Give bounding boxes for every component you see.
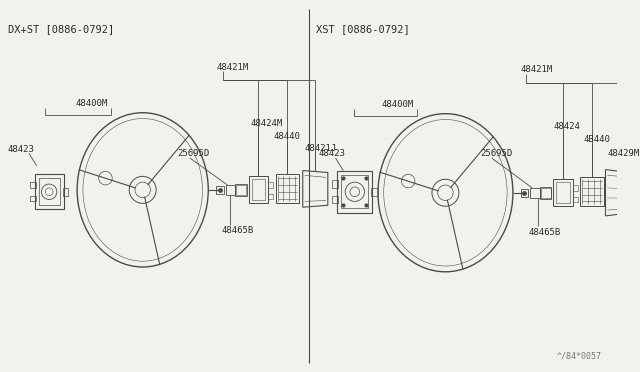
Text: 48421J: 48421J: [305, 144, 337, 153]
Bar: [268, 194, 273, 199]
Bar: [236, 184, 247, 196]
Text: 48429M: 48429M: [607, 150, 639, 158]
Bar: [337, 171, 372, 213]
Text: 48424: 48424: [554, 122, 580, 131]
Bar: [236, 185, 246, 195]
Bar: [252, 179, 265, 201]
Bar: [520, 189, 529, 197]
Text: 48400M: 48400M: [382, 100, 414, 109]
Bar: [573, 185, 577, 191]
Bar: [30, 182, 36, 188]
Bar: [276, 174, 299, 203]
Bar: [541, 188, 550, 198]
Bar: [35, 174, 63, 209]
Bar: [63, 188, 68, 196]
Text: 48421M: 48421M: [520, 65, 553, 74]
Bar: [226, 185, 236, 195]
Bar: [268, 182, 273, 188]
Text: 48440: 48440: [274, 132, 301, 141]
Text: 48465B: 48465B: [221, 227, 254, 235]
Text: 4B440: 4B440: [583, 135, 610, 144]
Bar: [556, 182, 570, 203]
Text: XST [0886-0792]: XST [0886-0792]: [316, 24, 410, 34]
Bar: [30, 196, 36, 201]
Bar: [38, 178, 60, 205]
Text: 48421M: 48421M: [217, 62, 249, 71]
Text: 25695D: 25695D: [177, 150, 210, 158]
Text: 48400M: 48400M: [76, 99, 108, 108]
Bar: [371, 188, 378, 196]
Bar: [554, 179, 573, 206]
Text: 48423: 48423: [8, 145, 35, 154]
Bar: [580, 177, 604, 206]
Text: 48465B: 48465B: [529, 228, 561, 237]
Text: DX+ST [0886-0792]: DX+ST [0886-0792]: [8, 24, 114, 34]
Bar: [573, 197, 577, 202]
Text: 25695D: 25695D: [480, 150, 513, 158]
Bar: [540, 187, 552, 199]
Bar: [341, 175, 368, 208]
Text: 48424M: 48424M: [251, 119, 283, 128]
Bar: [332, 196, 339, 203]
Bar: [332, 180, 339, 188]
Text: ^/84*0057: ^/84*0057: [557, 352, 602, 361]
Bar: [216, 186, 224, 194]
Text: 48423: 48423: [318, 150, 345, 158]
Bar: [531, 188, 540, 198]
Bar: [249, 176, 268, 203]
